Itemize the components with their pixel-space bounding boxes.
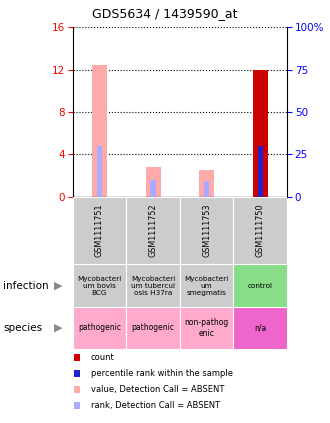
Bar [180, 197, 234, 264]
Bar [180, 264, 234, 307]
Text: GSM1111750: GSM1111750 [256, 204, 265, 257]
Text: species: species [3, 323, 43, 333]
Text: ▶: ▶ [53, 323, 62, 333]
Bar [73, 264, 126, 307]
Text: value, Detection Call = ABSENT: value, Detection Call = ABSENT [91, 385, 224, 394]
Bar [204, 181, 209, 197]
Text: pathogenic: pathogenic [132, 323, 175, 332]
Bar [150, 180, 156, 197]
Bar [126, 264, 180, 307]
Bar [92, 65, 107, 197]
Bar [126, 307, 180, 349]
Bar [253, 70, 268, 197]
Bar [73, 197, 126, 264]
Bar [146, 167, 161, 197]
Bar [73, 307, 126, 349]
Text: percentile rank within the sample: percentile rank within the sample [91, 369, 233, 378]
Text: rank, Detection Call = ABSENT: rank, Detection Call = ABSENT [91, 401, 220, 410]
Text: non-pathog
enic: non-pathog enic [184, 318, 229, 338]
Bar [199, 170, 214, 197]
Bar [258, 146, 263, 197]
Text: control: control [248, 283, 273, 288]
Text: Mycobacteri
um tubercul
osis H37ra: Mycobacteri um tubercul osis H37ra [131, 275, 175, 296]
Bar [234, 197, 287, 264]
Bar [180, 307, 234, 349]
Bar [258, 146, 263, 197]
Bar [234, 307, 287, 349]
Text: infection: infection [3, 280, 49, 291]
Text: count: count [91, 353, 115, 362]
Text: n/a: n/a [254, 323, 266, 332]
Bar [253, 70, 268, 197]
Bar [126, 197, 180, 264]
Text: ▶: ▶ [53, 280, 62, 291]
Text: pathogenic: pathogenic [78, 323, 121, 332]
Text: GSM1111753: GSM1111753 [202, 204, 211, 257]
Bar [97, 146, 102, 197]
Text: Mycobacteri
um bovis
BCG: Mycobacteri um bovis BCG [77, 275, 121, 296]
Text: GSM1111751: GSM1111751 [95, 204, 104, 257]
Bar [234, 264, 287, 307]
Text: GDS5634 / 1439590_at: GDS5634 / 1439590_at [92, 7, 238, 20]
Text: Mycobacteri
um
smegmatis: Mycobacteri um smegmatis [184, 275, 229, 296]
Text: GSM1111752: GSM1111752 [148, 204, 157, 257]
